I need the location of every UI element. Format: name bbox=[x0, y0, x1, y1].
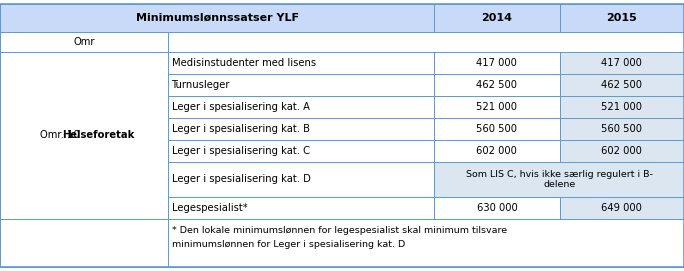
Bar bbox=[168, 140, 434, 162]
Text: 462 500: 462 500 bbox=[601, 80, 642, 90]
Bar bbox=[560, 140, 684, 162]
Bar bbox=[434, 162, 684, 197]
Text: 560 500: 560 500 bbox=[601, 124, 642, 134]
Text: Turnusleger: Turnusleger bbox=[172, 80, 230, 90]
Bar bbox=[0, 32, 168, 52]
Text: Leger i spesialisering kat. D: Leger i spesialisering kat. D bbox=[172, 175, 311, 185]
Text: Omr. 10: Omr. 10 bbox=[40, 131, 83, 140]
Text: 560 500: 560 500 bbox=[477, 124, 517, 134]
Bar bbox=[0, 52, 168, 219]
Text: Omr: Omr bbox=[73, 37, 94, 47]
Bar bbox=[0, 219, 168, 267]
Bar bbox=[168, 32, 684, 52]
Bar bbox=[560, 52, 684, 74]
Bar bbox=[168, 219, 684, 267]
Bar bbox=[168, 96, 434, 118]
Text: minimumslønnen for Leger i spesialisering kat. D: minimumslønnen for Leger i spesialiserin… bbox=[172, 240, 405, 249]
Bar bbox=[434, 197, 560, 219]
Bar bbox=[434, 118, 560, 140]
Text: 602 000: 602 000 bbox=[601, 146, 642, 156]
Bar bbox=[560, 4, 684, 32]
Bar bbox=[168, 118, 434, 140]
Text: 2014: 2014 bbox=[482, 13, 512, 23]
Bar bbox=[168, 52, 434, 74]
Text: 417 000: 417 000 bbox=[601, 58, 642, 68]
Text: Som LIS C, hvis ikke særlig regulert i B-
delene: Som LIS C, hvis ikke særlig regulert i B… bbox=[466, 170, 653, 189]
Text: 602 000: 602 000 bbox=[477, 146, 517, 156]
Bar bbox=[560, 96, 684, 118]
Bar bbox=[0, 4, 434, 32]
Bar bbox=[560, 197, 684, 219]
Text: Legespesialist*: Legespesialist* bbox=[172, 203, 248, 213]
Bar bbox=[168, 162, 434, 197]
Text: 417 000: 417 000 bbox=[477, 58, 517, 68]
Bar bbox=[434, 52, 560, 74]
Bar bbox=[434, 74, 560, 96]
Bar bbox=[560, 74, 684, 96]
Text: Helseforetak: Helseforetak bbox=[62, 131, 135, 140]
Text: 521 000: 521 000 bbox=[601, 102, 642, 112]
Text: Leger i spesialisering kat. B: Leger i spesialisering kat. B bbox=[172, 124, 310, 134]
Bar bbox=[434, 4, 560, 32]
Text: Leger i spesialisering kat. C: Leger i spesialisering kat. C bbox=[172, 146, 310, 156]
Text: 2015: 2015 bbox=[607, 13, 637, 23]
Text: 521 000: 521 000 bbox=[477, 102, 517, 112]
Text: 462 500: 462 500 bbox=[477, 80, 517, 90]
Bar bbox=[168, 197, 434, 219]
Bar bbox=[560, 118, 684, 140]
Bar bbox=[434, 96, 560, 118]
Text: * Den lokale minimumslønnen for legespesialist skal minimum tilsvare: * Den lokale minimumslønnen for legespes… bbox=[172, 226, 507, 235]
Bar bbox=[434, 140, 560, 162]
Bar bbox=[168, 74, 434, 96]
Text: 649 000: 649 000 bbox=[601, 203, 642, 213]
Text: Leger i spesialisering kat. A: Leger i spesialisering kat. A bbox=[172, 102, 310, 112]
Text: Minimumslønnssatser YLF: Minimumslønnssatser YLF bbox=[135, 13, 299, 23]
Text: Medisinstudenter med lisens: Medisinstudenter med lisens bbox=[172, 58, 316, 68]
Text: 630 000: 630 000 bbox=[477, 203, 517, 213]
